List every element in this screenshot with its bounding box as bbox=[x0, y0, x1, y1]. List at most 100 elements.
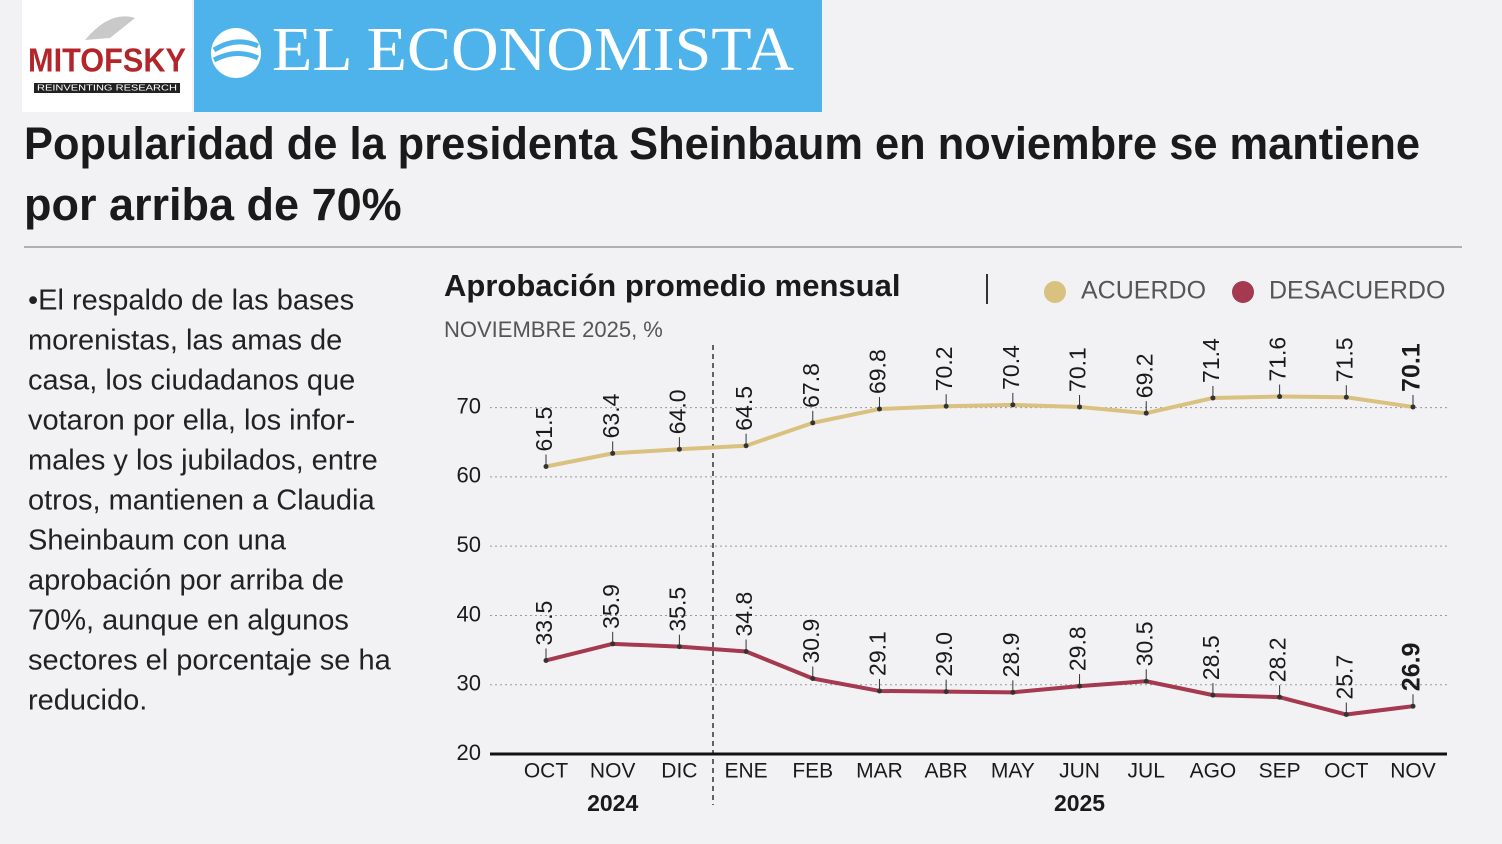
data-label: 69.2 bbox=[1131, 353, 1157, 398]
x-tick-label: NOV bbox=[590, 760, 636, 783]
point bbox=[676, 644, 682, 650]
point bbox=[543, 464, 549, 470]
point bbox=[1343, 394, 1349, 400]
point bbox=[1143, 410, 1149, 416]
data-label: 25.7 bbox=[1331, 655, 1357, 700]
point bbox=[1077, 683, 1083, 689]
data-label: 70.4 bbox=[998, 345, 1024, 390]
y-tick-label: 50 bbox=[457, 532, 481, 557]
x-tick-label: OCT bbox=[1324, 760, 1369, 783]
data-label: 71.5 bbox=[1331, 337, 1357, 382]
body-line: casa, los ciudadanos que bbox=[28, 365, 355, 397]
y-tick-label: 30 bbox=[457, 671, 481, 696]
point bbox=[610, 641, 616, 647]
y-tick-label: 40 bbox=[457, 601, 481, 626]
point bbox=[676, 446, 682, 452]
series-line bbox=[545, 641, 1414, 717]
x-tick-label: JUL bbox=[1128, 760, 1165, 783]
body-line: •El respaldo de las bases bbox=[28, 285, 354, 317]
x-tick-label: ENE bbox=[724, 760, 767, 783]
brand-icon-stripes bbox=[212, 39, 260, 63]
point bbox=[1210, 395, 1216, 401]
x-group-label: 2025 bbox=[1054, 790, 1105, 816]
y-tick-label: 70 bbox=[457, 393, 481, 418]
logo-tagline: REINVENTING RESEARCH bbox=[37, 84, 177, 93]
body-text: •El respaldo de las bases morenistas, las… bbox=[28, 285, 392, 717]
point bbox=[543, 657, 549, 663]
x-tick-label: MAR bbox=[856, 760, 903, 783]
data-label: 28.2 bbox=[1265, 637, 1291, 682]
data-label: 29.8 bbox=[1065, 626, 1091, 671]
logo-text: MITOFSKY bbox=[28, 42, 186, 79]
point bbox=[876, 688, 882, 694]
point bbox=[743, 648, 749, 654]
legend-marker bbox=[1232, 281, 1254, 303]
data-label: 29.1 bbox=[865, 631, 891, 676]
brand-box bbox=[194, 0, 822, 112]
x-tick-label: NOV bbox=[1390, 760, 1436, 783]
data-label: 67.8 bbox=[798, 363, 824, 408]
data-label: 70.1 bbox=[1065, 347, 1091, 392]
y-tick-label: 20 bbox=[457, 740, 481, 765]
data-label: 34.8 bbox=[731, 592, 757, 637]
logo-tagline-box bbox=[34, 83, 180, 93]
data-label: 33.5 bbox=[531, 601, 557, 646]
x-tick-label: JUN bbox=[1059, 760, 1100, 783]
point bbox=[810, 675, 816, 681]
data-label: 30.9 bbox=[798, 619, 824, 664]
logo-box bbox=[22, 0, 192, 112]
body-line: morenistas, las amas de bbox=[28, 325, 342, 357]
x-tick-label: MAY bbox=[991, 760, 1035, 783]
data-label: 64.0 bbox=[664, 389, 690, 434]
legend-label: ACUERDO bbox=[1081, 277, 1206, 305]
body-line: males y los jubilados, entre bbox=[28, 445, 378, 477]
point bbox=[1077, 404, 1083, 410]
series-line bbox=[545, 394, 1414, 469]
point bbox=[810, 420, 816, 426]
point bbox=[1277, 394, 1283, 400]
chart-title: Aprobación promedio mensual bbox=[444, 268, 900, 303]
x-tick-label: FEB bbox=[792, 760, 833, 783]
data-label: 61.5 bbox=[531, 407, 557, 452]
x-tick-label: SEP bbox=[1259, 760, 1301, 783]
body-line: votaron por ella, los infor- bbox=[28, 405, 355, 437]
point bbox=[1410, 703, 1416, 709]
headline: Popularidad de la presidenta Sheinbaum e… bbox=[24, 118, 1420, 169]
data-label: 28.9 bbox=[998, 633, 1024, 678]
point bbox=[1143, 678, 1149, 684]
legend-label: DESACUERDO bbox=[1269, 277, 1445, 305]
y-tick-label: 60 bbox=[457, 463, 481, 488]
body-line: reducido. bbox=[28, 685, 147, 717]
point bbox=[1010, 689, 1016, 695]
point bbox=[610, 450, 616, 456]
legend-marker bbox=[1044, 281, 1066, 303]
x-tick-label: AGO bbox=[1190, 760, 1237, 783]
point bbox=[1010, 402, 1016, 408]
point bbox=[943, 689, 949, 695]
data-label: 35.5 bbox=[664, 587, 690, 632]
chart-subtitle: NOVIEMBRE 2025, % bbox=[444, 317, 663, 342]
data-label: 69.8 bbox=[865, 349, 891, 394]
data-label: 71.6 bbox=[1265, 337, 1291, 382]
data-label: 30.5 bbox=[1131, 621, 1157, 666]
data-label: 28.5 bbox=[1198, 635, 1224, 680]
body-line: sectores el porcentaje se ha bbox=[28, 645, 392, 677]
data-label: 29.0 bbox=[931, 632, 957, 677]
logo-mark bbox=[85, 16, 135, 40]
data-label: 70.1 bbox=[1398, 343, 1426, 392]
point bbox=[1277, 694, 1283, 700]
x-group-label: 2024 bbox=[587, 790, 638, 816]
point bbox=[743, 443, 749, 449]
x-tick-label: DIC bbox=[661, 760, 697, 783]
data-label: 64.5 bbox=[731, 386, 757, 431]
brand-text: EL ECONOMISTA bbox=[272, 16, 794, 84]
body-line: aprobación por arriba de bbox=[28, 565, 344, 597]
data-label: 71.4 bbox=[1198, 338, 1224, 383]
headline: por arriba de 70% bbox=[24, 179, 402, 230]
data-label: 70.2 bbox=[931, 346, 957, 391]
body-line: otros, mantienen a Claudia bbox=[28, 485, 375, 517]
data-label: 63.4 bbox=[598, 393, 624, 438]
